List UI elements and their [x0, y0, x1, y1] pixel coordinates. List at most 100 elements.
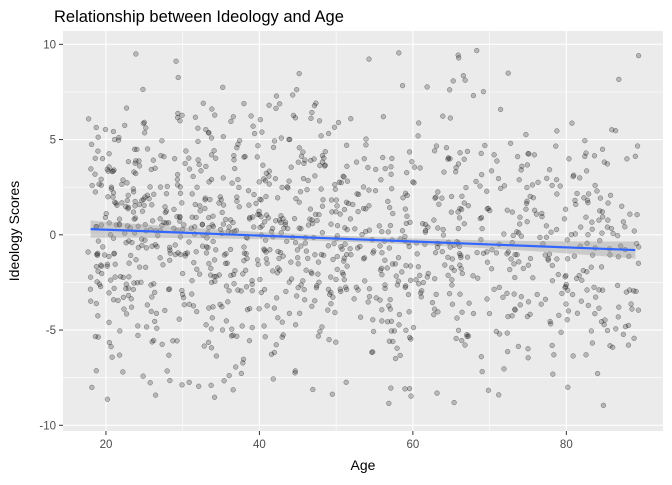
data-point — [326, 336, 332, 343]
data-point — [597, 208, 603, 214]
data-point — [235, 287, 241, 293]
data-point — [554, 128, 560, 134]
data-point — [355, 287, 361, 293]
data-point — [562, 206, 569, 212]
data-point — [114, 202, 120, 208]
data-point — [174, 114, 181, 121]
data-point — [339, 246, 345, 252]
data-point — [524, 198, 530, 204]
data-point — [103, 210, 109, 217]
data-point — [125, 285, 132, 291]
data-point — [93, 263, 100, 270]
data-point — [336, 179, 342, 185]
data-point — [556, 312, 562, 319]
data-point — [458, 254, 464, 261]
data-point — [106, 253, 112, 260]
data-point — [312, 252, 318, 258]
data-point — [148, 166, 154, 173]
data-point — [246, 338, 253, 344]
data-point — [635, 244, 642, 250]
data-point — [206, 179, 212, 185]
data-point — [614, 282, 621, 289]
data-point — [209, 222, 215, 228]
data-point — [347, 216, 354, 222]
data-point — [505, 249, 511, 255]
data-point — [257, 224, 263, 231]
data-point — [190, 303, 197, 309]
data-point — [485, 205, 491, 212]
data-point — [523, 206, 529, 212]
data-point — [459, 337, 465, 344]
data-point — [154, 243, 160, 250]
data-point — [432, 195, 438, 201]
data-point — [583, 150, 589, 156]
data-point — [399, 269, 405, 275]
data-point — [280, 332, 286, 338]
data-point — [177, 214, 183, 221]
data-point — [616, 304, 622, 310]
data-point — [300, 149, 306, 155]
data-point — [524, 162, 530, 168]
data-point — [564, 287, 571, 293]
data-point — [131, 146, 138, 152]
data-point — [414, 251, 420, 257]
data-point — [370, 317, 376, 323]
data-point — [589, 226, 595, 232]
data-point — [583, 352, 589, 358]
data-point — [355, 208, 361, 215]
data-point — [624, 156, 630, 162]
data-point — [563, 272, 569, 279]
data-point — [117, 328, 123, 334]
data-point — [563, 301, 569, 307]
data-point — [331, 240, 337, 247]
data-point — [95, 313, 101, 319]
data-point — [389, 186, 395, 192]
data-point — [102, 126, 109, 133]
data-point — [362, 278, 368, 284]
data-point — [225, 299, 231, 305]
data-point — [408, 336, 414, 342]
data-point — [328, 289, 334, 296]
data-point — [543, 223, 550, 229]
data-point — [121, 306, 127, 312]
data-point — [393, 273, 399, 279]
data-point — [578, 224, 584, 230]
data-point — [175, 110, 181, 117]
data-point — [609, 127, 615, 133]
data-point — [176, 316, 182, 322]
data-point — [439, 249, 445, 255]
data-point — [456, 251, 463, 257]
data-point — [256, 306, 262, 312]
data-point — [148, 282, 154, 288]
data-point — [341, 255, 347, 261]
data-point — [431, 306, 438, 312]
data-point — [605, 217, 611, 223]
data-point — [233, 364, 239, 370]
data-point — [119, 181, 125, 188]
data-point — [211, 257, 218, 263]
data-point — [388, 164, 394, 170]
data-point — [152, 289, 158, 296]
data-point — [130, 186, 137, 192]
data-point — [258, 289, 264, 296]
data-point — [162, 209, 168, 216]
data-point — [455, 52, 461, 58]
data-point — [597, 195, 604, 201]
data-point — [631, 228, 637, 234]
data-point — [164, 183, 170, 190]
data-point — [328, 301, 334, 307]
data-point — [307, 206, 314, 212]
data-point — [411, 180, 417, 186]
data-point — [110, 194, 116, 200]
data-point — [249, 281, 255, 288]
data-point — [153, 310, 160, 317]
data-point — [530, 275, 536, 281]
data-point — [307, 216, 313, 222]
data-point — [179, 200, 185, 206]
data-point — [448, 193, 455, 200]
data-point — [251, 130, 258, 137]
data-point — [549, 278, 556, 284]
data-point — [208, 326, 215, 332]
data-point — [112, 261, 118, 267]
data-point — [549, 262, 555, 269]
